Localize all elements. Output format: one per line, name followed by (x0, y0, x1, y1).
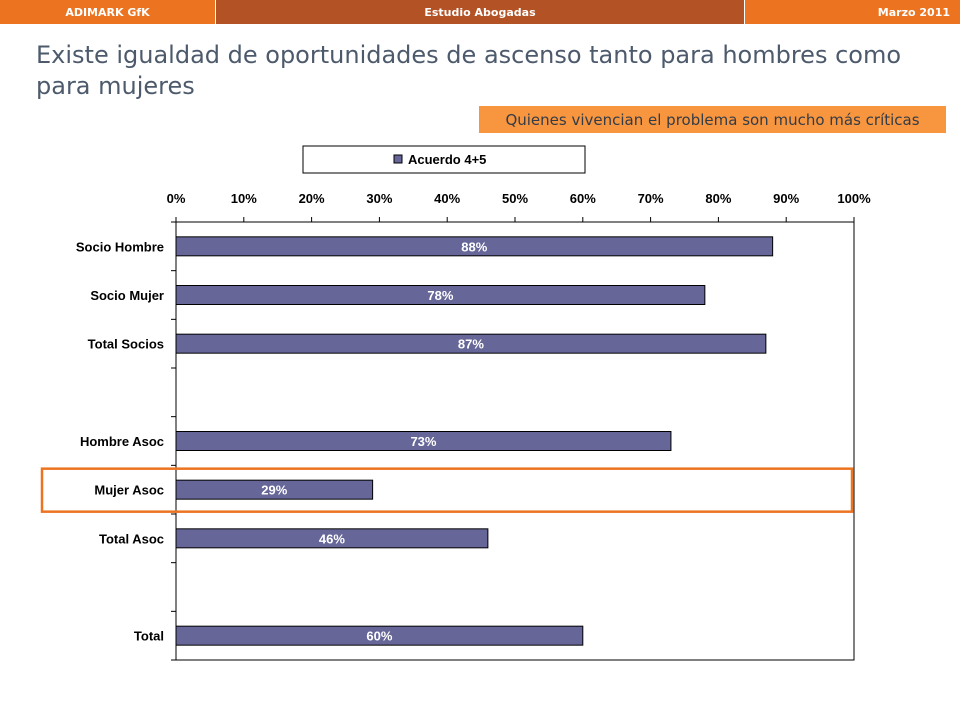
bar (175, 236, 774, 257)
category-label: Total (134, 629, 164, 644)
callout-box: Quienes vivencian el problema son mucho … (479, 106, 946, 133)
x-tick-label: 40% (434, 191, 460, 206)
data-label: 46% (319, 531, 345, 546)
x-tick-label: 30% (366, 191, 392, 206)
category-label: Total Asoc (99, 531, 164, 546)
x-tick-label: 90% (773, 191, 799, 206)
bar (175, 333, 767, 354)
x-tick-label: 60% (570, 191, 596, 206)
bar (175, 285, 706, 305)
category-label: Socio Hombre (76, 239, 164, 254)
header-company: ADIMARK GfK (0, 0, 215, 24)
header-study: Estudio Abogadas (215, 0, 745, 24)
x-tick-label: 70% (638, 191, 664, 206)
category-label: Mujer Asoc (94, 483, 164, 498)
legend-swatch (393, 154, 403, 164)
data-label: 60% (366, 629, 392, 644)
bar (175, 625, 584, 646)
slide-title: Existe igualdad de oportunidades de asce… (36, 41, 902, 100)
x-tick-label: 20% (299, 191, 325, 206)
header-bar: ADIMARK GfK Estudio Abogadas Marzo 2011 (0, 0, 960, 24)
category-label: Hombre Asoc (80, 434, 164, 449)
x-tick-label: 0% (167, 191, 186, 206)
bar (175, 431, 672, 451)
legend-label: Acuerdo 4+5 (408, 152, 486, 167)
bar (175, 528, 489, 549)
x-tick-label: 10% (231, 191, 257, 206)
data-label: 87% (458, 337, 484, 352)
data-label: 29% (261, 483, 287, 498)
x-tick-label: 80% (705, 191, 731, 206)
data-label: 88% (461, 239, 487, 254)
x-tick-label: 50% (502, 191, 528, 206)
data-label: 73% (410, 434, 436, 449)
x-tick-label: 100% (837, 191, 871, 206)
category-label: Socio Mujer (90, 288, 164, 303)
data-label: 78% (427, 288, 453, 303)
highlight-box (40, 467, 854, 513)
header-date: Marzo 2011 (745, 0, 960, 24)
category-label: Total Socios (88, 337, 164, 352)
bar (175, 479, 374, 500)
legend-box (302, 145, 586, 174)
